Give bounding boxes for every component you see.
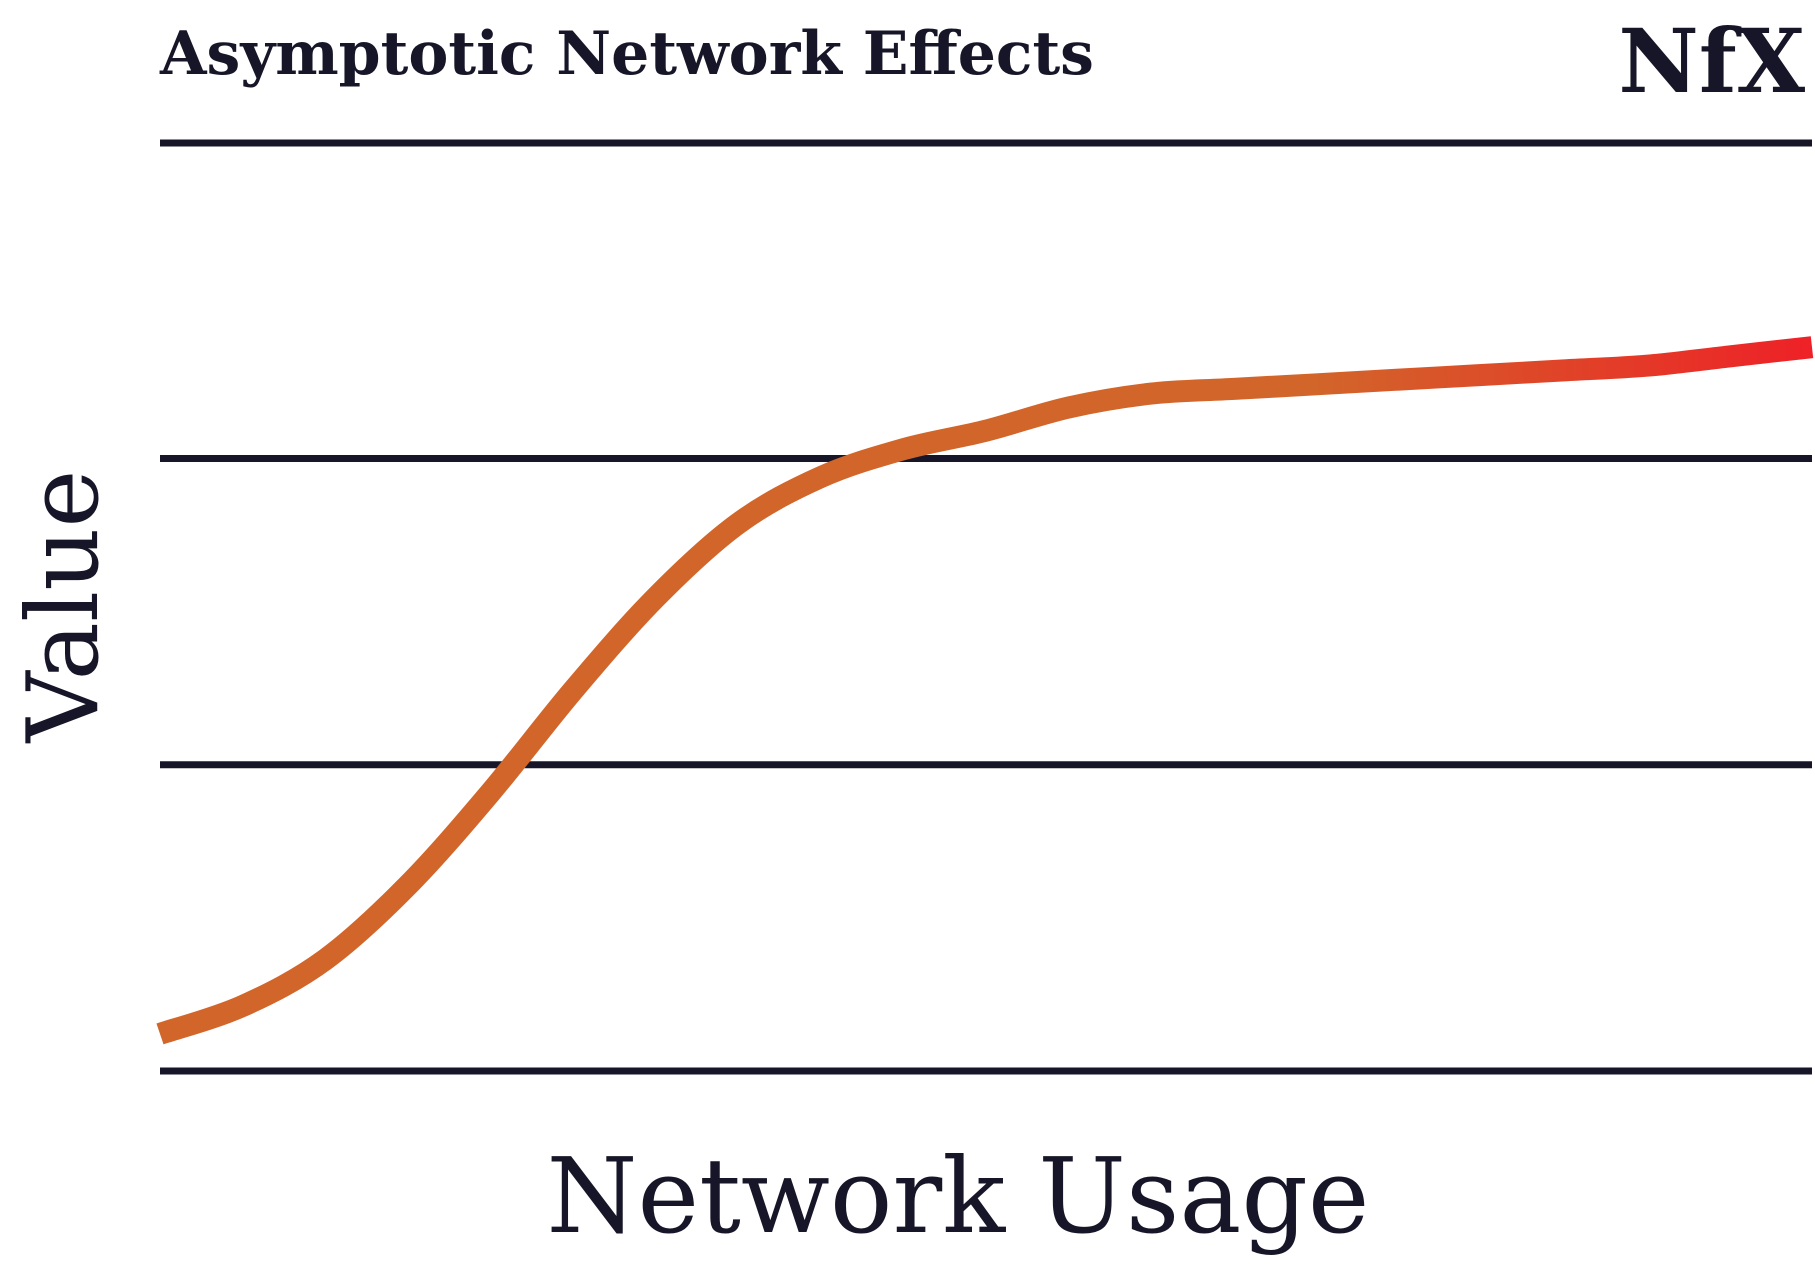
gridlines — [160, 139, 1812, 1075]
y-axis-label: Value — [7, 470, 121, 744]
series-line — [156, 336, 1814, 1045]
nfx-logo: NfX — [1618, 9, 1805, 113]
chart-title: Asymptotic Network Effects — [159, 19, 1094, 89]
x-axis-label: Network Usage — [547, 1135, 1370, 1257]
